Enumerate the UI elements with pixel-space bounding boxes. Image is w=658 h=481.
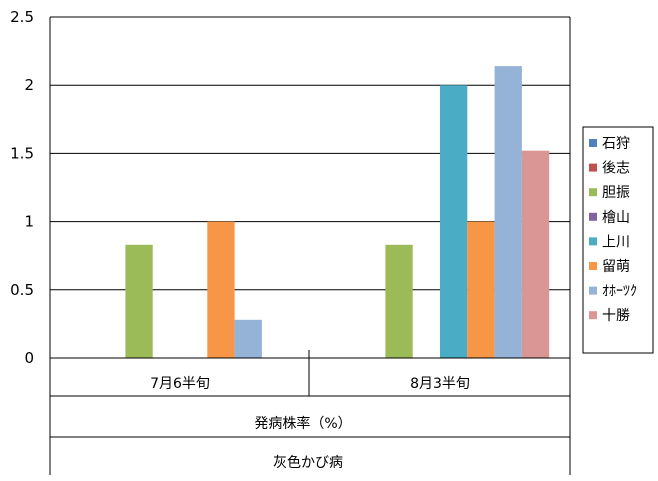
legend-label: ｵﾎｰﾂｸ [602, 284, 637, 300]
y-tick-label: 2.5 [10, 8, 34, 26]
legend-label: 留萌 [602, 259, 630, 275]
y-tick-label: 1 [24, 213, 34, 231]
legend-swatch [589, 286, 597, 295]
bar [440, 85, 468, 358]
x-category-label: 8月3半旬 [410, 376, 470, 392]
bar [521, 150, 550, 358]
legend-label: 十勝 [602, 308, 630, 324]
bars [125, 66, 550, 358]
y-tick-label: 0 [24, 349, 34, 367]
y-tick-label: 0.5 [10, 281, 34, 299]
legend-swatch [589, 139, 597, 147]
x-axis-categories: 7月6半旬 8月3半旬 [150, 376, 470, 392]
axis-group-label-2: 灰色かび病 [273, 454, 343, 471]
legend-swatch [589, 237, 597, 246]
y-axis-ticks: 0 0.5 1 1.5 2 2.5 [10, 8, 34, 367]
bar [125, 244, 153, 358]
legend-swatch [589, 262, 597, 270]
axes [49, 17, 571, 475]
bar [467, 221, 495, 358]
legend-swatch [589, 163, 597, 172]
legend-label: 石狩 [602, 136, 630, 152]
legend-swatch [589, 188, 597, 197]
legend-label: 檜山 [602, 209, 630, 226]
y-tick-label: 2 [24, 76, 34, 94]
bar [207, 221, 235, 358]
bar [234, 319, 262, 358]
legend-label: 後志 [602, 161, 630, 177]
legend-label: 胆振 [602, 185, 630, 201]
bar [494, 66, 522, 358]
legend-swatch [589, 311, 597, 320]
bar [385, 244, 413, 358]
legend-swatch [589, 212, 597, 221]
axis-group-label-1: 発病株率（%） [254, 415, 351, 432]
legend-label: 上川 [602, 234, 630, 250]
x-category-label: 7月6半旬 [150, 376, 210, 392]
y-tick-label: 1.5 [10, 144, 34, 162]
